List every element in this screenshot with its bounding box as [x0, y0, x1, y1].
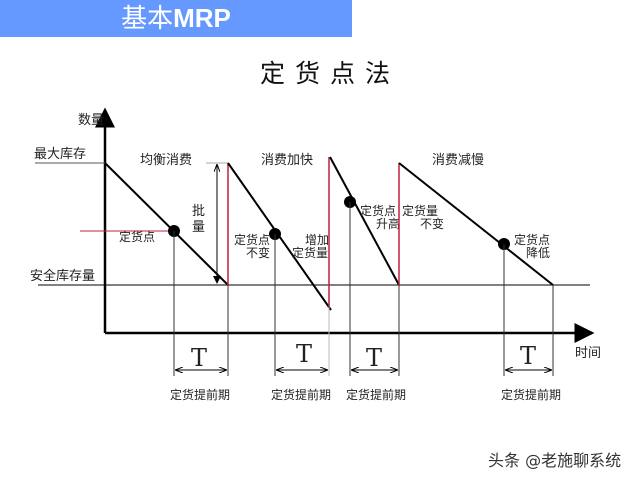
consumption-line [104, 162, 229, 286]
note: 不变 [246, 245, 270, 260]
note: 增加 [305, 233, 329, 247]
note: 定货点 [360, 203, 396, 218]
phase-label: 均衡消费 [140, 153, 192, 168]
lead-time-symbol: T [366, 344, 382, 372]
note: 定货点 [234, 232, 270, 247]
x-axis-label: 时间 [575, 346, 601, 361]
batch-label: 量 [192, 220, 205, 235]
note: 定货量 [292, 245, 328, 260]
page-title: 定货点法 [259, 59, 400, 88]
safety-stock-label: 安全库存量 [30, 268, 95, 284]
phase-label: 消费加快 [261, 153, 313, 168]
lead-time-symbol: T [296, 340, 312, 368]
note: 降低 [526, 246, 550, 260]
watermark: 头条 @老施聊系统 [488, 451, 622, 470]
phase-label: 消费减慢 [432, 152, 484, 168]
lead-time-label: 定货提前期 [170, 387, 230, 402]
banner-bold: MRP [173, 3, 231, 33]
banner-prefix: 基本 [121, 4, 174, 34]
note: 定货点 [514, 232, 550, 247]
lead-time-label: 定货提前期 [501, 387, 561, 402]
note: 不变 [420, 216, 444, 231]
max-stock-label: 最大库存 [34, 146, 86, 162]
section-banner: 基本MRP [0, 0, 352, 37]
note: 定货量 [402, 203, 438, 218]
batch-label: 批 [192, 204, 205, 219]
y-axis-label: 数量 [78, 113, 104, 128]
consumption-line [398, 162, 554, 286]
lead-time-symbol: T [191, 344, 207, 372]
lead-time-label: 定货提前期 [346, 387, 406, 402]
consumption-line [329, 156, 400, 286]
note: 升高 [376, 216, 400, 231]
lead-time-symbol: T [520, 342, 536, 370]
reorder-point-label: 定货点 [119, 229, 155, 244]
lead-time-label: 定货提前期 [271, 387, 331, 402]
lead-time-guides [173, 202, 554, 376]
